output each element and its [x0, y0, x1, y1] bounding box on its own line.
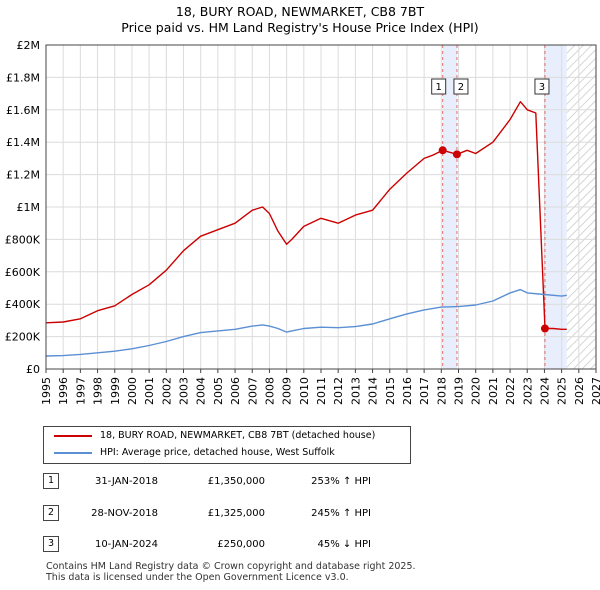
x-tick-label: 2008: [263, 377, 276, 405]
sale-price: £250,000: [217, 539, 265, 550]
x-tick-label: 2004: [195, 377, 208, 405]
y-tick-label: £0: [26, 363, 40, 376]
sale-label-box: [534, 78, 550, 95]
sale-point: [452, 150, 461, 159]
legend: 18, BURY ROAD, NEWMARKET, CB8 7BT (detac…: [43, 426, 411, 464]
x-tick-label: 2024: [538, 377, 551, 405]
x-tick-label: 2012: [332, 377, 345, 405]
sale-row-1: 1 31-JAN-2018 £1,350,000 253% ↑ HPI: [0, 473, 600, 491]
hpi-line: [45, 288, 567, 357]
x-tick-label: 1999: [109, 377, 122, 405]
legend-label-property: 18, BURY ROAD, NEWMARKET, CB8 7BT (detac…: [100, 430, 376, 441]
x-tick-label: 2000: [126, 377, 139, 405]
sale-date: 31-JAN-2018: [94, 476, 158, 487]
x-tick-label: 2001: [143, 377, 156, 405]
y-tick-label: £1.4M: [6, 136, 40, 149]
x-tick-label: 2011: [315, 377, 328, 405]
x-tick-label: 1996: [57, 377, 70, 405]
x-tick-label: 2017: [418, 377, 431, 405]
x-tick-label: 1998: [92, 377, 105, 405]
x-tick-label: 2010: [298, 377, 311, 405]
x-tick-label: 2016: [401, 377, 414, 405]
plot-frame: [45, 44, 597, 370]
y-tick-label: £1.6M: [6, 104, 40, 117]
x-tick-label: 2006: [229, 377, 242, 405]
x-tick-label: 2026: [573, 377, 586, 405]
y-tick-label: £2M: [17, 39, 41, 52]
x-tick-label: 2018: [435, 377, 448, 405]
x-tick-label: 2003: [178, 377, 191, 405]
x-tick-label: 2009: [281, 377, 294, 405]
x-tick-label: 2015: [384, 377, 397, 405]
sale-number-badge: 1: [43, 473, 59, 489]
x-tick-label: 2020: [470, 377, 483, 405]
sale-hpi-change: 245% ↑ HPI: [311, 508, 371, 519]
y-tick-label: £200K: [5, 331, 41, 344]
x-tick-label: 2021: [487, 377, 500, 405]
sale-label-number: 2: [458, 82, 464, 93]
chart-title: 18, BURY ROAD, NEWMARKET, CB8 7BT: [175, 4, 425, 19]
x-tick-label: 2013: [349, 377, 362, 405]
sale-label-number: 1: [436, 82, 442, 93]
y-tick-label: £600K: [5, 266, 41, 279]
sale-number-badge: 2: [43, 505, 59, 521]
sale-point: [438, 146, 447, 155]
legend-label-hpi: HPI: Average price, detached house, West…: [100, 447, 335, 458]
sale-hpi-change: 45% ↓ HPI: [317, 539, 371, 550]
legend-swatch-property: [54, 435, 92, 437]
sale-hpi-change: 253% ↑ HPI: [311, 476, 371, 487]
sale-label-number: 3: [539, 82, 545, 93]
y-tick-label: £1.2M: [6, 169, 40, 182]
footer-copyright: Contains HM Land Registry data © Crown c…: [46, 561, 416, 572]
sale-row-2: 2 28-NOV-2018 £1,325,000 245% ↑ HPI: [0, 505, 600, 523]
sale-date: 28-NOV-2018: [91, 508, 158, 519]
sale-label-box: [431, 78, 447, 95]
y-tick-label: £400K: [5, 298, 41, 311]
x-tick-label: 2022: [504, 377, 517, 405]
y-tick-label: £1.8M: [6, 71, 40, 84]
sale-label-box: [453, 78, 469, 95]
x-tick-label: 2019: [453, 377, 466, 405]
sale-date: 10-JAN-2024: [94, 539, 158, 550]
footer-licence: This data is licensed under the Open Gov…: [46, 572, 349, 583]
x-tick-label: 2007: [246, 377, 259, 405]
chart-subtitle: Price paid vs. HM Land Registry's House …: [121, 20, 479, 35]
sale-point: [540, 324, 549, 333]
y-tick-label: £800K: [5, 233, 41, 246]
x-tick-label: 2002: [160, 377, 173, 405]
x-tick-label: 2025: [556, 377, 569, 405]
sale-row-3: 3 10-JAN-2024 £250,000 45% ↓ HPI: [0, 536, 600, 554]
y-tick-label: £1M: [17, 201, 41, 214]
x-tick-label: 2014: [367, 377, 380, 405]
sale-price: £1,350,000: [207, 476, 265, 487]
legend-swatch-hpi: [54, 452, 92, 454]
x-tick-label: 1995: [40, 377, 53, 405]
x-tick-label: 2005: [212, 377, 225, 405]
x-tick-label: 1997: [74, 377, 87, 405]
x-tick-label: 2023: [521, 377, 534, 405]
x-tick-label: 2027: [590, 377, 600, 405]
sale-price: £1,325,000: [207, 508, 265, 519]
property-price-line: [45, 100, 567, 330]
sale-number-badge: 3: [43, 536, 59, 552]
price-chart: £0 £200K £400K £600K £800K £1M £1.2M £1.4M £1.6M…: [5, 39, 600, 405]
